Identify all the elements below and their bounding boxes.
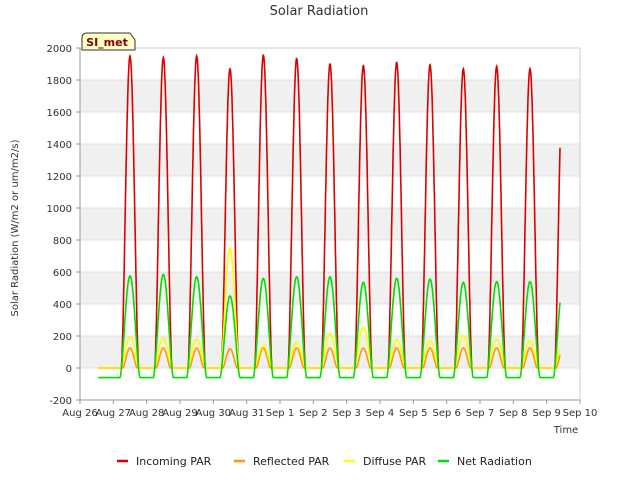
badge-label: SI_met: [86, 36, 128, 49]
grid-band: [80, 80, 580, 112]
grid-band: [80, 112, 580, 144]
x-tick-label: Sep 3: [332, 408, 360, 419]
x-tick-label: Aug 26: [62, 408, 97, 419]
legend-label: Reflected PAR: [253, 455, 330, 468]
y-tick-label: 1200: [47, 172, 72, 183]
plot-area: [98, 53, 561, 379]
y-axis-label: Solar Radiation (W/m2 or um/m2/s): [10, 139, 21, 316]
y-tick-label: 1400: [47, 140, 72, 151]
legend: Incoming PAR Reflected PAR Diffuse PAR Net …: [117, 455, 532, 468]
y-tick-label: 1800: [47, 76, 72, 87]
series-line-diffuse-par: [98, 246, 561, 369]
y-tick-label: 600: [53, 268, 72, 279]
grid-band: [80, 144, 580, 176]
y-tick-label: 0: [66, 364, 72, 375]
y-tick-label: -200: [49, 396, 72, 407]
y-tick-label: 2000: [47, 44, 72, 55]
x-tick-label: Sep 7: [466, 408, 494, 419]
series-line-net-radiation: [98, 273, 561, 379]
y-tick-label: 800: [53, 236, 72, 247]
y-tick-label: 200: [53, 332, 72, 343]
x-tick-label: Aug 27: [96, 408, 131, 419]
legend-label: Incoming PAR: [136, 455, 212, 468]
x-tick-label: Sep 5: [399, 408, 427, 419]
x-tick-label: Sep 4: [366, 408, 394, 419]
legend-label: Diffuse PAR: [363, 455, 427, 468]
x-tick-label: Aug 30: [196, 408, 231, 419]
x-tick-label: Sep 8: [499, 408, 527, 419]
grid-band: [80, 208, 580, 240]
badge: SI_met: [81, 32, 136, 51]
axes: [79, 47, 581, 401]
grid-band: [80, 336, 580, 368]
x-tick-label: Sep 6: [432, 408, 460, 419]
legend-label: Net Radiation: [457, 455, 532, 468]
y-ticks: -200 0 200 400 600 800 1000 1200 1400 1600 1800 200…: [47, 44, 80, 407]
grid-bands: [80, 48, 580, 401]
x-axis-label: Time: [553, 425, 578, 436]
y-tick-label: 1000: [47, 204, 72, 215]
x-tick-label: Aug 31: [229, 408, 264, 419]
grid-band: [80, 176, 580, 208]
x-tick-label: Sep 9: [532, 408, 560, 419]
x-tick-label: Sep 1: [266, 408, 294, 419]
x-tick-label: Sep 10: [563, 408, 598, 419]
y-tick-label: 400: [53, 300, 72, 311]
x-tick-label: Sep 2: [299, 408, 327, 419]
grid-band: [80, 304, 580, 336]
grid-band: [80, 368, 580, 400]
x-tick-label: Aug 28: [129, 408, 164, 419]
chart-title: Solar Radiation: [270, 4, 369, 19]
grid-band: [80, 240, 580, 272]
x-tick-label: Aug 29: [162, 408, 197, 419]
y-tick-label: 1600: [47, 108, 72, 119]
